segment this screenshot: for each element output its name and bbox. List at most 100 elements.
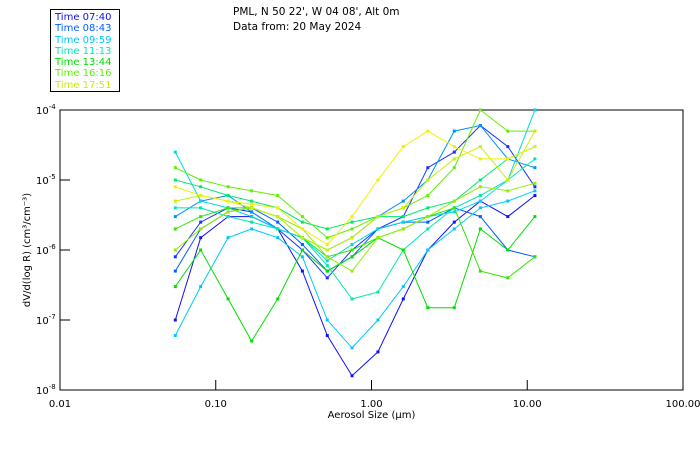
data-point	[173, 150, 177, 154]
x-tick-label: 10.00	[513, 399, 542, 410]
data-point	[376, 227, 380, 231]
data-point	[452, 227, 456, 231]
data-point	[199, 236, 203, 240]
data-point	[426, 129, 430, 133]
legend-item: Time 17:51	[55, 79, 112, 91]
data-point	[533, 215, 537, 219]
data-point	[325, 318, 329, 322]
legend-item: Time 13:44	[55, 57, 112, 69]
data-point	[376, 236, 380, 240]
data-point	[199, 285, 203, 289]
data-point	[533, 189, 537, 193]
data-point	[452, 220, 456, 224]
data-point	[173, 255, 177, 259]
series-line	[174, 190, 536, 349]
data-point	[478, 185, 482, 189]
data-point	[533, 255, 537, 259]
data-point	[426, 220, 430, 224]
data-point	[401, 206, 405, 210]
data-point	[506, 215, 510, 219]
y-tick-label: 10-4	[36, 103, 56, 117]
data-point	[533, 181, 537, 185]
data-point	[452, 166, 456, 170]
data-point	[350, 248, 354, 252]
data-point	[401, 297, 405, 301]
data-point	[226, 206, 230, 210]
y-tick-label: 10-5	[36, 173, 56, 187]
x-tick-label: 100.00	[666, 399, 700, 410]
data-point	[506, 178, 510, 182]
data-point	[533, 157, 537, 161]
data-point	[478, 178, 482, 182]
data-point	[199, 199, 203, 203]
data-point	[452, 206, 456, 210]
data-point	[478, 269, 482, 273]
data-point	[506, 145, 510, 149]
data-point	[325, 236, 329, 240]
data-point	[300, 215, 304, 219]
data-point	[350, 297, 354, 301]
data-point	[452, 306, 456, 310]
data-point	[478, 157, 482, 161]
data-point	[376, 350, 380, 354]
data-point	[199, 194, 203, 198]
y-tick-label: 10-6	[36, 243, 56, 257]
data-point	[506, 189, 510, 193]
x-axis-label: Aerosol Size (µm)	[328, 410, 416, 421]
data-point	[276, 297, 280, 301]
series-line	[175, 109, 535, 239]
data-point	[478, 194, 482, 198]
data-point	[300, 255, 304, 259]
data-point	[173, 248, 177, 252]
data-point	[226, 236, 230, 240]
series-line	[174, 195, 536, 377]
data-point	[226, 297, 230, 301]
data-point	[199, 206, 203, 210]
data-point	[276, 215, 280, 219]
data-point	[199, 178, 203, 182]
data-point	[452, 157, 456, 161]
data-point	[226, 185, 230, 189]
data-point	[250, 220, 254, 224]
data-point	[478, 145, 482, 149]
chart-title: PML, N 50 22', W 04 08', Alt 0m	[233, 6, 400, 18]
data-point	[226, 215, 230, 219]
y-tick-label: 10-7	[36, 313, 56, 327]
data-point	[173, 206, 177, 210]
data-point	[426, 166, 430, 170]
data-point	[401, 199, 405, 203]
x-tick-label: 0.10	[205, 399, 227, 410]
data-point	[506, 157, 510, 161]
legend-item: Time 09:59	[55, 34, 112, 46]
legend-item: Time 07:40	[55, 12, 112, 23]
data-point	[478, 227, 482, 231]
data-point	[325, 255, 329, 259]
data-point	[276, 206, 280, 210]
data-point	[533, 145, 537, 149]
data-point	[173, 334, 177, 338]
data-point	[276, 194, 280, 198]
data-point	[376, 318, 380, 322]
data-point	[173, 166, 177, 170]
data-point	[325, 264, 329, 268]
plot-frame	[59, 109, 684, 391]
data-point	[300, 248, 304, 252]
legend: Time 07:40 Time 08:43 Time 09:59 Time 11:13…	[50, 9, 120, 92]
legend-item: Time 08:43	[55, 23, 112, 35]
data-point	[350, 269, 354, 273]
data-point	[325, 227, 329, 231]
data-point	[199, 248, 203, 252]
data-point	[173, 285, 177, 289]
data-point	[350, 346, 354, 350]
data-point	[300, 220, 304, 224]
data-point	[325, 259, 329, 263]
x-tick-label: 1.00	[360, 399, 382, 410]
data-point	[350, 227, 354, 231]
series-line	[175, 130, 536, 251]
data-point	[226, 194, 230, 198]
data-point	[376, 215, 380, 219]
data-point	[250, 199, 254, 203]
data-point	[226, 199, 230, 203]
data-point	[506, 199, 510, 203]
data-point	[533, 166, 537, 170]
